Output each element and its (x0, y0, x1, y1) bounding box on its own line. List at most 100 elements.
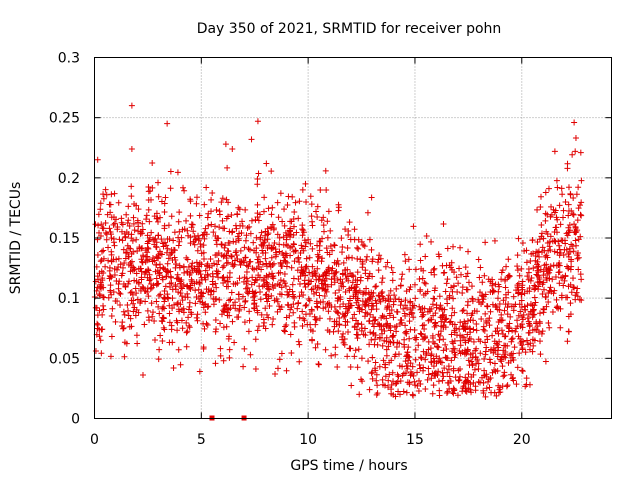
data-point (457, 342, 464, 349)
data-point (279, 263, 286, 270)
data-point (291, 223, 298, 230)
data-point (570, 195, 577, 202)
data-point (540, 286, 547, 293)
data-point (122, 249, 129, 256)
data-point (554, 249, 561, 256)
data-point (185, 314, 192, 321)
data-point (439, 262, 446, 269)
data-point (123, 229, 130, 236)
data-point (286, 227, 293, 234)
data-point (180, 263, 187, 270)
data-point (473, 327, 480, 334)
data-point (495, 318, 502, 325)
data-point (227, 296, 234, 303)
data-point (446, 262, 453, 269)
data-point (553, 177, 560, 184)
data-point (544, 270, 551, 277)
data-point-outlier (248, 136, 255, 143)
data-point (320, 222, 327, 229)
data-point (468, 389, 475, 396)
data-point (155, 193, 162, 200)
data-point (262, 305, 269, 312)
data-point (510, 350, 517, 357)
y-tick-label: 0.1 (58, 291, 80, 307)
data-point (201, 201, 208, 208)
data-point (448, 357, 455, 364)
data-point (176, 228, 183, 235)
data-point (239, 218, 246, 225)
data-point (100, 195, 107, 202)
data-point (496, 307, 503, 314)
data-point (402, 312, 409, 319)
data-point (557, 305, 564, 312)
data-point (139, 259, 146, 266)
data-point (505, 256, 512, 263)
data-point (575, 266, 582, 273)
data-point (260, 208, 267, 215)
data-point (373, 391, 380, 398)
data-point (393, 323, 400, 330)
data-point (189, 260, 196, 267)
data-point (380, 295, 387, 302)
data-point (320, 298, 327, 305)
data-point (372, 297, 379, 304)
data-point (255, 170, 262, 177)
data-point (270, 285, 277, 292)
data-point (209, 189, 216, 196)
data-point (292, 247, 299, 254)
data-point (309, 328, 316, 335)
data-point-outlier (482, 393, 489, 400)
data-point (538, 230, 545, 237)
data-point (352, 291, 359, 298)
data-point (535, 269, 542, 276)
data-point (252, 289, 259, 296)
data-point (573, 228, 580, 235)
data-point (164, 291, 171, 298)
data-point (318, 217, 325, 224)
data-point (161, 208, 168, 215)
data-point (464, 310, 471, 317)
data-point (574, 217, 581, 224)
data-point (514, 263, 521, 270)
data-point (205, 289, 212, 296)
data-point (241, 319, 248, 326)
data-point (577, 202, 584, 209)
data-point (538, 222, 545, 229)
data-point (570, 275, 577, 282)
data-point (126, 222, 133, 229)
data-point (451, 321, 458, 328)
data-point (441, 365, 448, 372)
data-point (326, 315, 333, 322)
data-point (565, 253, 572, 260)
data-point (322, 167, 329, 174)
data-point (336, 303, 343, 310)
data-point (177, 361, 184, 368)
data-point (463, 273, 470, 280)
data-point (259, 242, 266, 249)
data-point (144, 244, 151, 251)
data-point (296, 358, 303, 365)
data-point (442, 354, 449, 361)
data-point (106, 225, 113, 232)
data-point (94, 284, 101, 291)
data-point (341, 341, 348, 348)
data-point (196, 235, 203, 242)
data-point (302, 243, 309, 250)
data-point (401, 341, 408, 348)
data-point (493, 304, 500, 311)
data-point (575, 205, 582, 212)
data-point (175, 242, 182, 249)
data-point (339, 311, 346, 318)
data-point (168, 280, 175, 287)
data-point (263, 263, 270, 270)
data-point (542, 189, 549, 196)
data-point (161, 326, 168, 333)
data-point (438, 305, 445, 312)
data-point (157, 291, 164, 298)
data-point-outlier (571, 119, 578, 126)
data-point (485, 317, 492, 324)
data-point (179, 285, 186, 292)
data-point (516, 301, 523, 308)
data-point (541, 262, 548, 269)
data-point (373, 377, 380, 384)
